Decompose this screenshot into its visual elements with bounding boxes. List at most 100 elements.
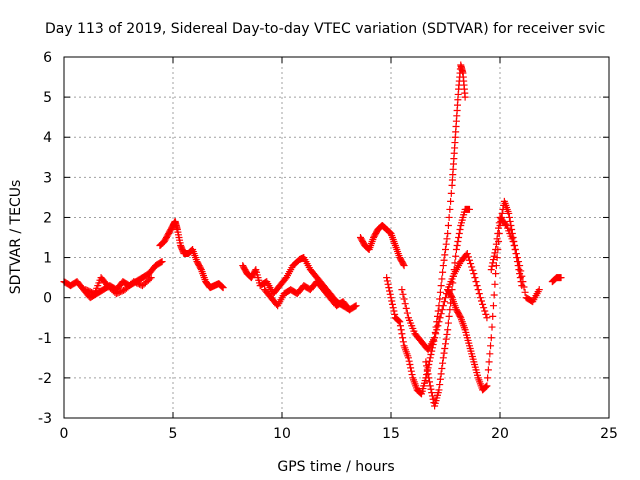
- data-point: [426, 378, 434, 386]
- data-point: [219, 284, 227, 292]
- data-point: [422, 358, 430, 366]
- data-point: [468, 263, 476, 271]
- data-point: [482, 310, 490, 318]
- data-point: [489, 302, 497, 310]
- data-point: [493, 235, 501, 243]
- data-point: [444, 229, 452, 237]
- y-tick-label: 4: [43, 130, 52, 146]
- data-point: [486, 350, 494, 358]
- data-point: [386, 287, 394, 295]
- x-tick-label: 15: [382, 426, 400, 442]
- data-point: [386, 290, 394, 298]
- data-point: [437, 370, 445, 378]
- data-point: [344, 304, 352, 312]
- data-point: [408, 371, 416, 379]
- data-point: [400, 262, 408, 270]
- data-point: [492, 270, 500, 278]
- data-point: [440, 298, 448, 306]
- data-point: [446, 306, 454, 314]
- data-point: [456, 225, 464, 233]
- x-tick-label: 0: [60, 426, 69, 442]
- data-point: [442, 340, 449, 348]
- data-point: [491, 280, 499, 288]
- data-point: [438, 275, 446, 283]
- data-point: [435, 386, 443, 394]
- y-tick-label: -2: [38, 371, 52, 387]
- data-point: [443, 235, 451, 243]
- data-point: [451, 259, 459, 267]
- data-point: [513, 254, 521, 262]
- data-point: [407, 364, 415, 372]
- y-tick-label: 3: [43, 170, 52, 186]
- data-point: [384, 280, 392, 288]
- data-point: [442, 294, 449, 302]
- data-point: [436, 314, 444, 322]
- data-point: [515, 258, 523, 266]
- data-point: [394, 316, 402, 324]
- data-point: [492, 240, 500, 248]
- data-point: [425, 374, 433, 382]
- x-tick-label: 5: [169, 426, 178, 442]
- data-point: [480, 304, 488, 312]
- data-point: [407, 367, 415, 375]
- y-tick-label: -1: [38, 331, 52, 347]
- data-point: [494, 229, 502, 237]
- series-arc-1b: [82, 274, 155, 298]
- data-point: [439, 354, 447, 362]
- data-point: [426, 357, 434, 365]
- data-point: [346, 306, 354, 314]
- data-point: [510, 242, 518, 250]
- data-point: [505, 213, 513, 221]
- data-point: [492, 246, 500, 254]
- data-point: [483, 314, 491, 322]
- data-point: [487, 342, 495, 350]
- data-point: [484, 374, 492, 382]
- data-point: [147, 274, 155, 282]
- data-point: [218, 283, 226, 291]
- data-point: [470, 270, 478, 278]
- series-arc-10: [548, 274, 565, 286]
- data-point: [398, 286, 406, 294]
- data-point: [488, 323, 496, 331]
- plot-frame: [63, 56, 610, 419]
- data-point: [516, 274, 524, 282]
- series-arc-7: [422, 205, 473, 410]
- y-tick-label: 5: [43, 90, 52, 106]
- x-tick-label: 25: [600, 426, 618, 442]
- data-point: [476, 294, 484, 302]
- data-point: [535, 286, 543, 294]
- data-point: [442, 246, 449, 254]
- data-point: [406, 361, 414, 369]
- data-point: [390, 307, 398, 315]
- data-point: [444, 319, 452, 327]
- data-point: [465, 256, 473, 264]
- data-point: [436, 381, 444, 389]
- data-point: [485, 358, 493, 366]
- data-point: [445, 213, 453, 221]
- data-point: [146, 275, 154, 283]
- x-tick-label: 20: [491, 426, 509, 442]
- data-point: [487, 334, 495, 342]
- data-point: [389, 304, 397, 312]
- y-tick-labels: -3 -2 -1 0 1 2 3 4 5 6: [38, 50, 52, 427]
- data-point: [432, 330, 440, 338]
- data-point: [463, 250, 471, 258]
- data-point: [520, 283, 528, 291]
- data-point: [498, 209, 506, 217]
- data-point: [158, 258, 166, 266]
- y-tick-label: 0: [43, 291, 52, 307]
- data-point: [397, 326, 405, 334]
- data-point: [439, 268, 447, 276]
- data-point: [511, 246, 519, 254]
- data-point: [438, 365, 446, 373]
- data-point: [423, 362, 431, 370]
- y-tick-label: 2: [43, 210, 52, 226]
- data-points: [60, 61, 565, 410]
- data-point: [482, 383, 490, 391]
- data-point: [433, 326, 441, 334]
- data-point: [479, 300, 487, 308]
- data-point: [395, 317, 403, 325]
- data-point: [484, 366, 492, 374]
- data-point: [506, 217, 514, 225]
- data-point: [434, 322, 442, 330]
